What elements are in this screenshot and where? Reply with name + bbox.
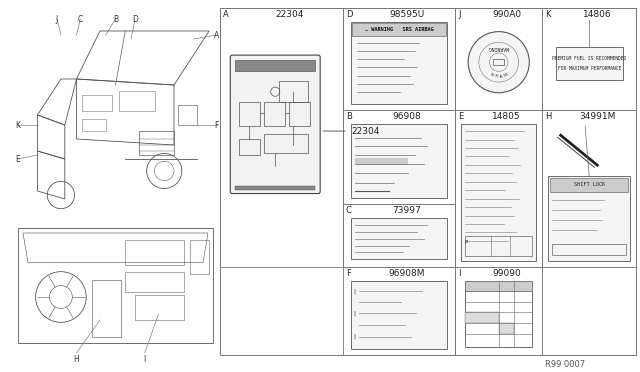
Bar [461,124,536,260]
Bar [455,266,543,355]
Bar [239,102,260,125]
Bar [139,131,174,155]
Text: 14805: 14805 [492,112,521,121]
Bar [351,218,447,259]
Text: 22304: 22304 [351,126,380,135]
Bar [264,134,308,153]
Text: SHIFT LOCK: SHIFT LOCK [573,182,605,187]
Bar [343,204,455,266]
Bar [125,240,184,265]
Text: 99090: 99090 [492,269,521,278]
Bar [92,280,122,337]
Bar [465,236,532,256]
Text: |: | [354,311,356,316]
Text: |: | [354,334,356,339]
Text: D: D [346,10,352,19]
Bar [83,95,111,111]
Text: H: H [545,112,552,121]
Text: P: P [464,240,467,245]
Bar [550,178,628,192]
Text: C: C [346,206,351,215]
Text: F: F [346,269,351,278]
Bar [455,110,543,266]
Text: FOR MAXIMUM PERFORMANCE: FOR MAXIMUM PERFORMANCE [557,65,621,71]
Bar [499,323,513,334]
Text: J: J [458,10,461,19]
Bar [289,102,310,125]
Bar [552,244,626,256]
Bar [355,158,408,165]
Text: R99 0007: R99 0007 [545,360,585,369]
Bar [465,312,499,323]
Bar [556,47,623,80]
Text: PREMIUM FUEL IS RECOMMENDED: PREMIUM FUEL IS RECOMMENDED [552,56,627,61]
Bar [18,228,213,343]
Bar [352,23,446,36]
Text: 73997: 73997 [392,206,421,215]
Bar [83,119,106,131]
Bar [236,60,315,71]
Bar [543,110,636,266]
Bar [120,91,154,111]
Text: 22304: 22304 [275,10,303,19]
Text: E: E [458,112,463,121]
Bar [135,295,184,320]
FancyBboxPatch shape [230,55,320,193]
Bar [220,8,636,355]
Text: I: I [458,269,461,278]
Bar [189,240,209,274]
Bar [548,176,630,260]
Bar [236,186,315,190]
Text: E: E [15,154,20,164]
Text: 98595U: 98595U [389,10,424,19]
Text: 14806: 14806 [583,10,611,19]
Bar [455,8,543,110]
Text: 96908: 96908 [392,112,421,121]
Text: WARNING: WARNING [489,45,509,50]
Text: A: A [499,74,503,79]
Bar [343,8,455,110]
Bar [279,81,308,102]
Bar [343,266,455,355]
Text: 990A0: 990A0 [492,10,522,19]
Text: H: H [74,355,79,364]
Bar [351,22,447,105]
Circle shape [468,32,529,93]
Bar [343,110,455,204]
Text: W: W [503,72,509,78]
Text: ⚠ WARNING   SRS AIRBAG: ⚠ WARNING SRS AIRBAG [365,27,433,32]
Text: A: A [223,10,228,19]
Bar [264,102,285,125]
Text: I: I [143,355,146,364]
Text: D: D [132,15,138,23]
Bar [220,8,343,266]
Bar [543,8,636,110]
Text: 34991M: 34991M [579,112,616,121]
Text: R: R [495,74,498,79]
Text: |: | [354,288,356,294]
Text: K: K [545,10,551,19]
Text: B: B [113,15,118,23]
Bar [543,266,636,355]
Text: B: B [346,112,351,121]
Text: C: C [78,15,83,23]
Text: N: N [489,73,493,77]
Text: A: A [214,31,220,39]
Text: J: J [56,15,58,23]
Bar [493,58,504,65]
Bar [178,105,197,125]
Bar [351,280,447,349]
Bar [351,124,447,198]
Bar [465,280,532,347]
Text: K: K [15,121,20,129]
Bar [125,272,184,292]
Text: 96908M: 96908M [388,269,425,278]
Bar [465,280,532,291]
Text: F: F [214,121,219,129]
Bar [239,139,260,155]
